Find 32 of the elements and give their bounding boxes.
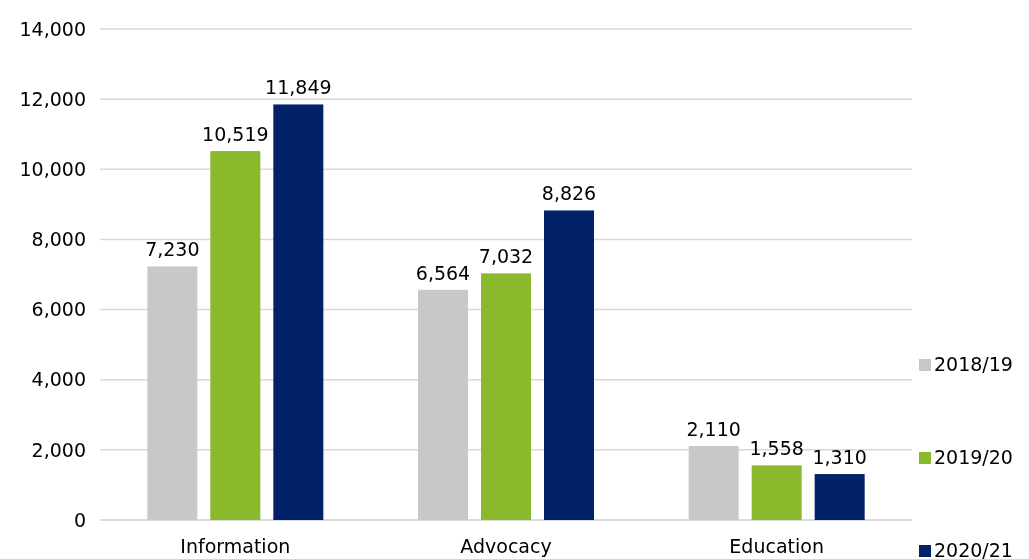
y-tick-label: 8,000 [31, 228, 86, 251]
legend-label: 2019/20 [934, 446, 1013, 468]
bar [273, 104, 324, 520]
data-label: 7,032 [478, 245, 534, 268]
y-tick-label: 14,000 [19, 17, 86, 40]
data-label: 11,849 [265, 76, 332, 99]
y-tick-label: 6,000 [31, 298, 86, 321]
bar [210, 151, 261, 520]
x-tick-label: Advocacy [460, 535, 552, 557]
data-label: 10,519 [202, 123, 269, 146]
y-tick-label: 10,000 [19, 157, 86, 180]
y-tick-label: 12,000 [19, 87, 86, 110]
bar [751, 465, 802, 520]
y-tick-label: 2,000 [31, 438, 86, 461]
data-label: 8,826 [541, 182, 597, 205]
data-label: 7,230 [145, 238, 200, 261]
y-tick-label: 4,000 [31, 368, 86, 391]
x-tick-label: Education [729, 535, 824, 557]
legend-label: 2018/19 [934, 353, 1013, 375]
legend-label: 2020/21 [934, 539, 1013, 559]
data-label: 1,310 [812, 446, 867, 469]
data-label: 2,110 [686, 418, 741, 440]
bar [814, 474, 865, 520]
bar [418, 289, 468, 520]
bar [481, 273, 531, 520]
data-label: 6,564 [415, 261, 471, 284]
bar [147, 266, 198, 520]
bar [688, 446, 739, 520]
y-tick-label: 0 [73, 508, 86, 531]
x-tick-label: Information [180, 535, 291, 557]
data-label: 1,558 [749, 437, 804, 460]
bar [544, 210, 594, 520]
